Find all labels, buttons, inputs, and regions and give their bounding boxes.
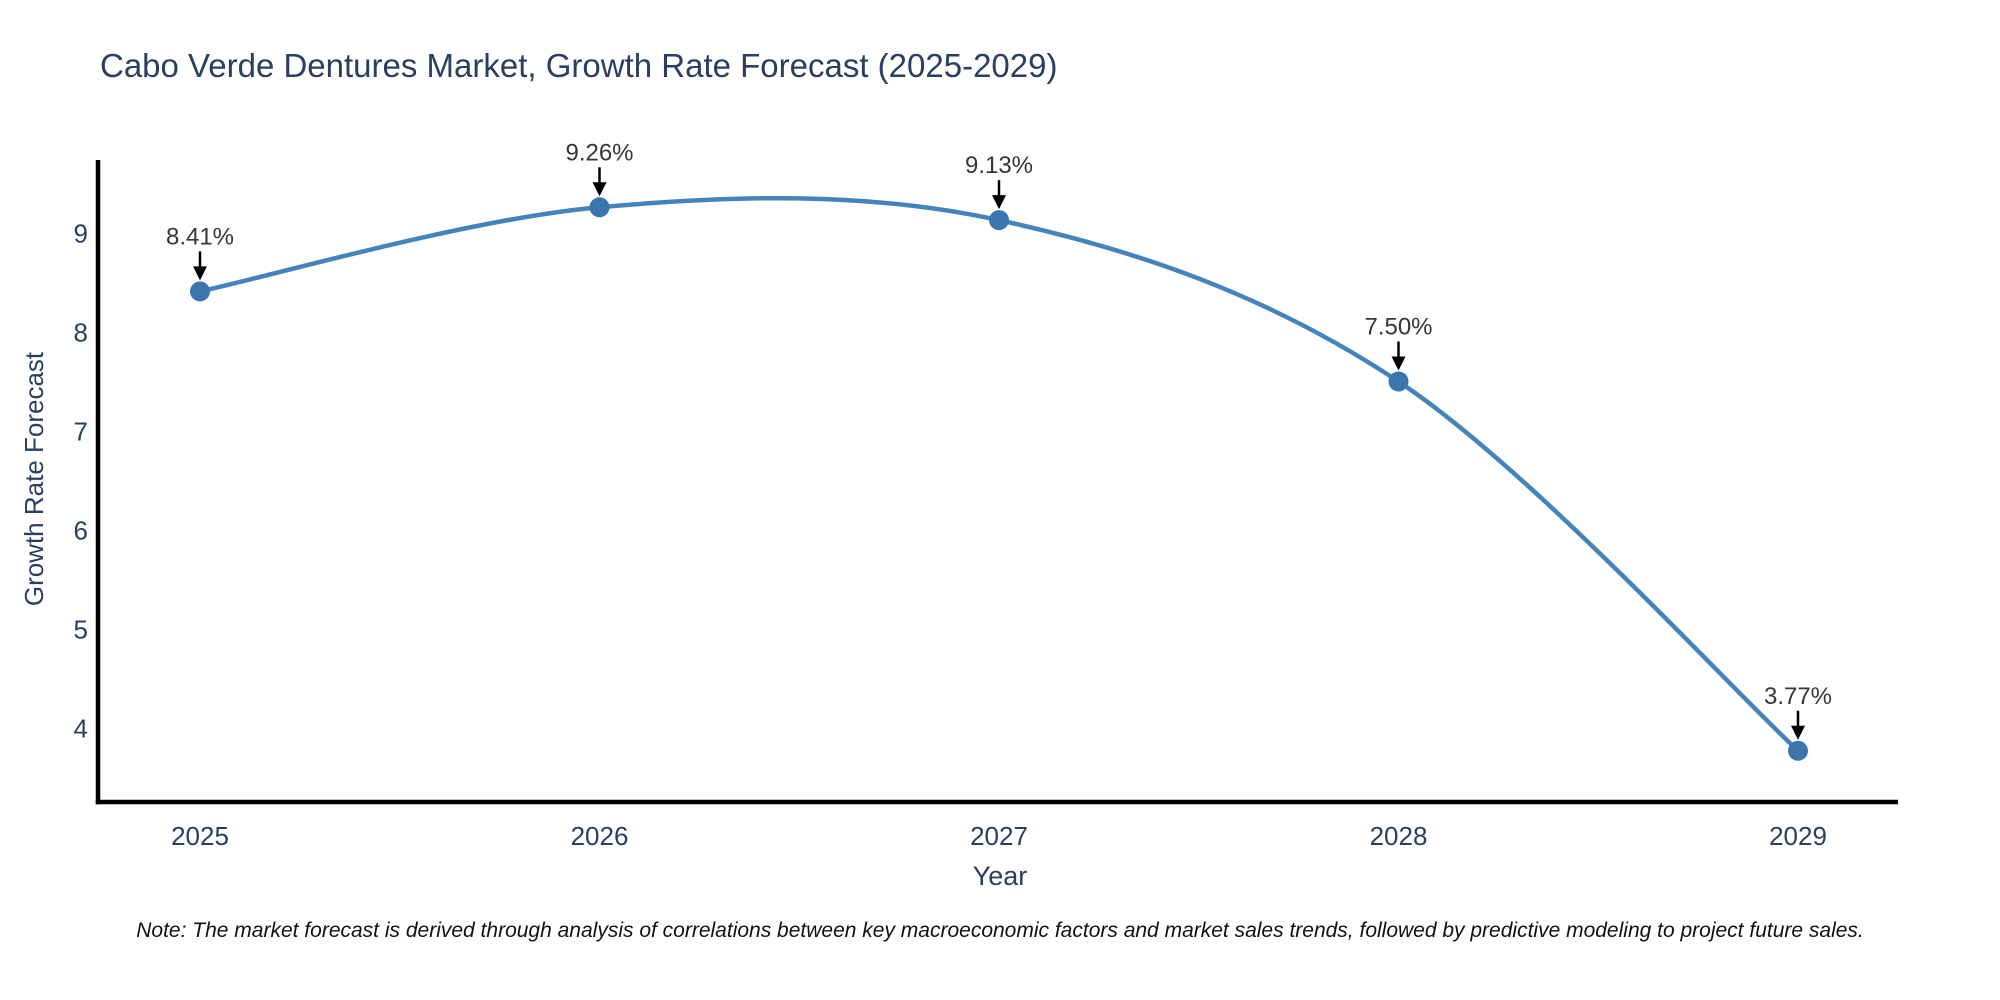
chart-title: Cabo Verde Dentures Market, Growth Rate … bbox=[100, 47, 1058, 84]
annotation-label: 8.41% bbox=[166, 223, 234, 250]
y-tick-label: 5 bbox=[74, 615, 88, 645]
series-line bbox=[197, 195, 1801, 754]
y-tick-label: 7 bbox=[74, 417, 88, 447]
footnote: Note: The market forecast is derived thr… bbox=[136, 919, 1864, 942]
x-tick-label: 2026 bbox=[571, 821, 629, 851]
data-point-2027 bbox=[989, 210, 1009, 231]
annotation-arrow-head bbox=[1791, 725, 1805, 740]
y-axis-title: Growth Rate Forecast bbox=[19, 351, 49, 607]
annotation-arrow-head bbox=[592, 182, 607, 197]
annotation-arrow-head bbox=[992, 195, 1006, 210]
y-tick-label: 6 bbox=[74, 516, 88, 546]
annotation-label: 9.26% bbox=[565, 139, 633, 166]
annotation-arrow-head bbox=[193, 266, 207, 281]
annotation-label: 7.50% bbox=[1364, 314, 1432, 341]
data-point-2025 bbox=[190, 281, 210, 302]
annotation-label: 9.13% bbox=[965, 152, 1033, 179]
x-tick-label: 2029 bbox=[1769, 821, 1827, 851]
data-point-2026 bbox=[589, 197, 610, 218]
annotation-arrow-head bbox=[1391, 356, 1406, 371]
data-point-2028 bbox=[1388, 371, 1409, 392]
annotation-label: 3.77% bbox=[1764, 683, 1832, 710]
data-point-2029 bbox=[1788, 740, 1808, 761]
y-tick-label: 4 bbox=[74, 714, 88, 744]
x-tick-label: 2028 bbox=[1370, 821, 1428, 851]
y-tick-label: 9 bbox=[74, 219, 88, 249]
x-tick-label: 2025 bbox=[171, 821, 229, 851]
x-tick-label: 2027 bbox=[970, 821, 1028, 851]
y-tick-label: 8 bbox=[74, 318, 88, 348]
x-axis-title: Year bbox=[972, 861, 1028, 891]
